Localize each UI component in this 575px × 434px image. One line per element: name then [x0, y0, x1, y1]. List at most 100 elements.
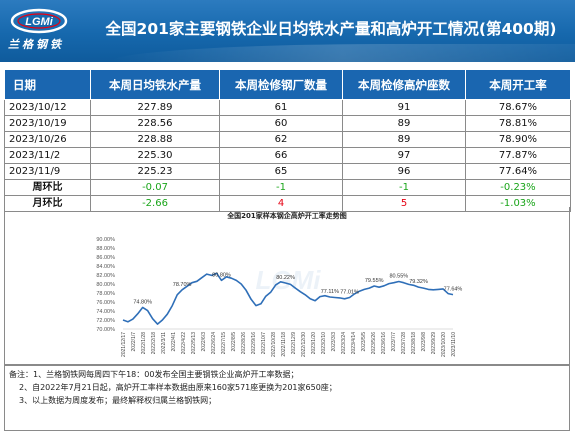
mom-output: -2.66 — [90, 195, 220, 212]
y-tick-label: 78.00% — [96, 291, 115, 297]
y-tick-label: 76.00% — [96, 300, 115, 306]
data-label: 77.01% — [340, 289, 359, 295]
x-tick-label: 2021/12/17 — [121, 332, 127, 357]
wow-label: 周环比 — [4, 179, 91, 196]
cell-furnaces: 91 — [342, 99, 466, 116]
production-table: 日期 本周日均铁水产量 本周检修钢厂数量 本周检修高炉座数 本周开工率 2023… — [4, 69, 571, 212]
cell-furnaces: 89 — [342, 131, 466, 148]
cell-rate: 78.90% — [465, 131, 571, 148]
x-tick-label: 2023/7/28 — [401, 332, 407, 354]
x-tick-label: 2023/7/7 — [391, 332, 397, 352]
cell-mills: 61 — [219, 99, 343, 116]
note-line: 备注：1、兰格钢铁网每周四下午18：00发布全国主要钢铁企业高炉开工率数据； — [9, 370, 299, 379]
x-tick-label: 2022/5/13 — [191, 332, 197, 354]
x-tick-label: 2023/9/8 — [421, 332, 427, 352]
table-row: 2023/10/19 228.56 60 89 78.81% — [4, 115, 571, 132]
x-tick-label: 2022/12/30 — [301, 332, 307, 357]
x-tick-label: 2022/7/15 — [221, 332, 227, 354]
page-title: 全国201家主要钢铁企业日均铁水产量和高炉开工情况(第400期) — [105, 20, 557, 38]
mom-mills: 4 — [219, 195, 343, 212]
cell-date: 2023/11/9 — [4, 163, 91, 180]
cell-mills: 65 — [219, 163, 343, 180]
wow-row: 周环比 -0.07 -1 -1 -0.23% — [4, 179, 571, 196]
y-tick-label: 82.00% — [96, 273, 115, 279]
wow-rate: -0.23% — [465, 179, 571, 196]
data-label: 80.80% — [212, 272, 231, 278]
x-tick-label: 2022/3/11 — [161, 332, 167, 354]
x-tick-label: 2022/4/22 — [181, 332, 187, 354]
y-tick-label: 74.00% — [96, 309, 115, 315]
x-tick-label: 2022/8/5 — [231, 332, 237, 352]
y-tick-label: 84.00% — [96, 264, 115, 270]
table-row: 2023/10/12 227.89 61 91 78.67% — [4, 99, 571, 116]
cell-output: 227.89 — [90, 99, 220, 116]
cell-furnaces: 97 — [342, 147, 466, 164]
data-label: 79.55% — [365, 278, 384, 284]
x-tick-label: 2023/9/29 — [431, 332, 437, 354]
x-tick-label: 2023/1/20 — [311, 332, 317, 354]
column-header-furnaces: 本周检修高炉座数 — [342, 69, 466, 100]
mom-rate: -1.03% — [465, 195, 571, 212]
cell-output: 225.30 — [90, 147, 220, 164]
table-row: 2023/11/9 225.23 65 96 77.64% — [4, 163, 571, 180]
data-label: 78.70% — [173, 282, 192, 288]
wow-mills: -1 — [219, 179, 343, 196]
column-header-rate: 本周开工率 — [465, 69, 571, 100]
x-tick-label: 2022/12/9 — [291, 332, 297, 354]
x-tick-label: 2023/4/14 — [351, 332, 357, 354]
column-header-date: 日期 — [4, 69, 91, 100]
cell-date: 2023/11/2 — [4, 147, 91, 164]
x-tick-label: 2023/5/5 — [361, 332, 367, 352]
x-tick-label: 2022/6/24 — [211, 332, 217, 354]
chart-panel: 全国201家样本钢企高炉开工率走势图 LGMi 70.00% 72.00% 74.00… — [4, 207, 570, 365]
x-tick-label: 2023/8/18 — [411, 332, 417, 354]
wow-furnaces: -1 — [342, 179, 466, 196]
y-tick-label: 88.00% — [96, 246, 115, 252]
x-tick-label: 2022/1/7 — [131, 332, 137, 352]
x-tick-label: 2022/11/18 — [281, 332, 287, 357]
data-label: 79.32% — [409, 279, 428, 285]
cell-furnaces: 89 — [342, 115, 466, 132]
column-header-mills: 本周检修钢厂数量 — [219, 69, 343, 100]
cell-mills: 62 — [219, 131, 343, 148]
banner-swoosh — [110, 44, 575, 62]
table-header-row: 日期 本周日均铁水产量 本周检修钢厂数量 本周检修高炉座数 本周开工率 — [4, 69, 571, 100]
cell-rate: 77.87% — [465, 147, 571, 164]
logo-text: LGMi — [25, 16, 53, 28]
lgmi-logo-icon: LGMi — [10, 8, 68, 34]
data-label: 80.55% — [389, 274, 408, 280]
x-tick-label: 2022/1/28 — [141, 332, 147, 354]
x-tick-label: 2023/2/10 — [321, 332, 327, 354]
column-header-output: 本周日均铁水产量 — [90, 69, 220, 100]
cell-output: 225.23 — [90, 163, 220, 180]
x-tick-label: 2023/3/3 — [331, 332, 337, 352]
cell-date: 2023/10/26 — [4, 131, 91, 148]
logo: LGMi 兰格钢铁 — [6, 6, 78, 52]
y-tick-label: 90.00% — [96, 237, 115, 243]
data-label: 77.11% — [321, 289, 339, 295]
cell-furnaces: 96 — [342, 163, 466, 180]
x-tick-label: 2022/10/7 — [261, 332, 267, 354]
x-tick-label: 2023/10/20 — [441, 332, 447, 357]
mom-label: 月环比 — [4, 195, 91, 212]
x-tick-label: 2023/11/10 — [451, 332, 457, 357]
y-tick-label: 80.00% — [96, 282, 115, 288]
y-tick-label: 72.00% — [96, 318, 115, 324]
x-tick-label: 2022/2/18 — [151, 332, 157, 354]
x-tick-label: 2023/5/26 — [371, 332, 377, 354]
cell-rate: 77.64% — [465, 163, 571, 180]
series-line — [122, 272, 454, 325]
watermark-logo: LGMi — [256, 265, 322, 295]
cell-date: 2023/10/19 — [4, 115, 91, 132]
table-row: 2023/11/2 225.30 66 97 77.87% — [4, 147, 571, 164]
mom-row: 月环比 -2.66 4 5 -1.03% — [4, 195, 571, 212]
cell-output: 228.88 — [90, 131, 220, 148]
y-tick-label: 70.00% — [96, 327, 115, 333]
data-label: 77.64% — [444, 287, 463, 293]
header-banner: LGMi 兰格钢铁 全国201家主要钢铁企业日均铁水产量和高炉开工情况(第400… — [0, 0, 575, 62]
table-row: 2023/10/26 228.88 62 89 78.90% — [4, 131, 571, 148]
cell-date: 2023/10/12 — [4, 99, 91, 116]
y-tick-label: 86.00% — [96, 255, 115, 261]
x-tick-label: 2022/8/26 — [241, 332, 247, 354]
x-tick-label: 2022/9/16 — [251, 332, 257, 354]
